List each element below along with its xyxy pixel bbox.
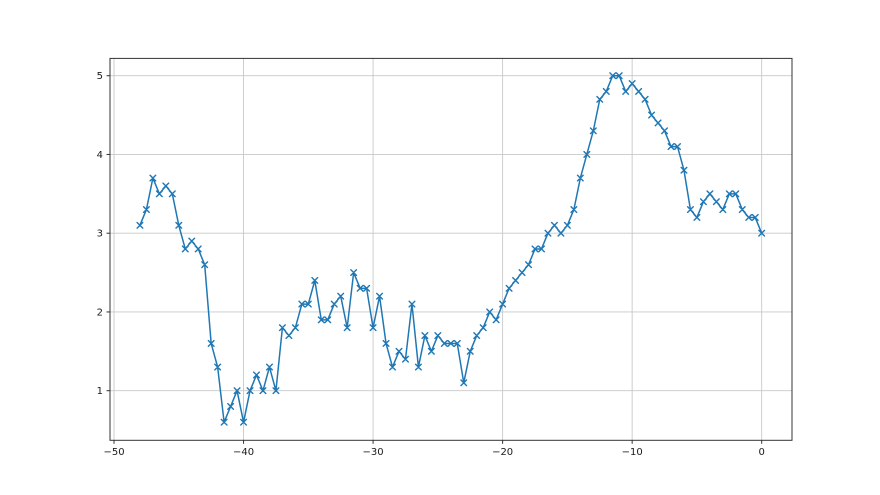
series-x-markers (136, 72, 766, 426)
y-tick-label: 4 (97, 150, 103, 161)
grid (110, 58, 792, 441)
data-series (136, 72, 766, 426)
x-tick-label: 0 (759, 447, 765, 458)
y-tick-label: 5 (97, 71, 103, 82)
plot-area (110, 58, 792, 441)
plot-border (109, 57, 793, 441)
y-tick-label: 3 (97, 229, 103, 240)
x-tick-label: −10 (622, 447, 643, 458)
x-axis: −50 −40 −30 −20 −10 0 (103, 440, 765, 458)
x-tick-label: −30 (363, 447, 384, 458)
y-tick-label: 2 (97, 307, 103, 318)
x-tick-label: −40 (233, 447, 254, 458)
y-axis: 1 2 3 4 5 (97, 71, 110, 397)
x-tick-label: −50 (103, 447, 124, 458)
x-tick-label: −20 (492, 447, 513, 458)
y-tick-label: 1 (97, 386, 103, 397)
